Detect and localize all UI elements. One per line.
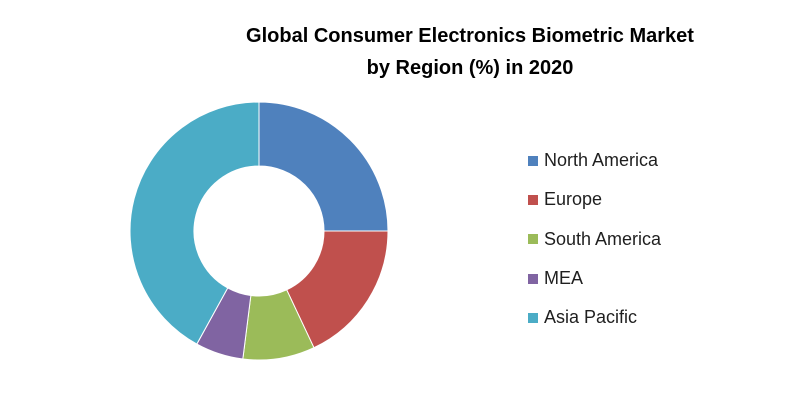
legend-label-north-america: North America [544, 150, 659, 171]
legend-item-north-america: North America [528, 141, 758, 180]
legend-item-mea: MEA [528, 259, 758, 298]
legend-item-south-america: South America [528, 220, 758, 259]
donut-slice-asia-pacific [129, 101, 260, 345]
legend-swatch-mea [528, 273, 538, 284]
legend-swatch-north-america [528, 155, 538, 166]
legend-label-europe: Europe [544, 189, 603, 210]
legend-label-mea: MEA [544, 268, 584, 289]
legend-label-asia-pacific: Asia Pacific [544, 307, 638, 328]
legend-item-europe: Europe [528, 180, 758, 219]
chart-legend: North America Europe South America MEA A… [528, 141, 758, 337]
legend-swatch-asia-pacific [528, 312, 538, 323]
chart-title: Global Consumer Electronics Biometric Ma… [200, 20, 740, 84]
chart-title-line-2: by Region (%) in 2020 [366, 57, 574, 79]
legend-label-south-america: South America [544, 228, 662, 249]
donut-slice-europe [286, 230, 389, 349]
legend-item-asia-pacific: Asia Pacific [528, 298, 758, 337]
chart-title-line-1: Global Consumer Electronics Biometric Ma… [246, 25, 694, 47]
legend-swatch-south-america [528, 234, 538, 245]
donut-slice-north-america [258, 101, 389, 232]
legend-swatch-europe [528, 194, 538, 205]
